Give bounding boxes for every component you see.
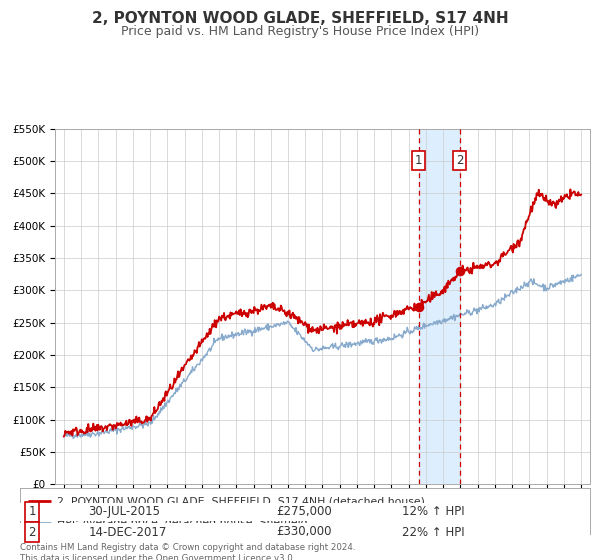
Text: 30-JUL-2015: 30-JUL-2015	[88, 505, 160, 519]
Text: £275,000: £275,000	[277, 505, 332, 519]
Text: 14-DEC-2017: 14-DEC-2017	[88, 525, 167, 539]
Text: 1: 1	[29, 505, 36, 519]
Text: 1: 1	[415, 155, 422, 167]
Text: 2: 2	[456, 155, 464, 167]
Point	[455, 267, 464, 276]
Text: 2, POYNTON WOOD GLADE, SHEFFIELD, S17 4NH (detached house): 2, POYNTON WOOD GLADE, SHEFFIELD, S17 4N…	[57, 496, 425, 506]
Text: 2: 2	[29, 525, 36, 539]
Point	[414, 302, 424, 311]
Text: 22% ↑ HPI: 22% ↑ HPI	[402, 525, 464, 539]
Text: Contains HM Land Registry data © Crown copyright and database right 2024.
This d: Contains HM Land Registry data © Crown c…	[20, 543, 355, 560]
Bar	[419, 129, 460, 484]
Text: 12% ↑ HPI: 12% ↑ HPI	[402, 505, 464, 519]
Text: Price paid vs. HM Land Registry's House Price Index (HPI): Price paid vs. HM Land Registry's House …	[121, 25, 479, 38]
Text: 2, POYNTON WOOD GLADE, SHEFFIELD, S17 4NH: 2, POYNTON WOOD GLADE, SHEFFIELD, S17 4N…	[92, 11, 508, 26]
Text: HPI: Average price, detached house, Sheffield: HPI: Average price, detached house, Shef…	[57, 518, 307, 528]
Text: £330,000: £330,000	[277, 525, 332, 539]
